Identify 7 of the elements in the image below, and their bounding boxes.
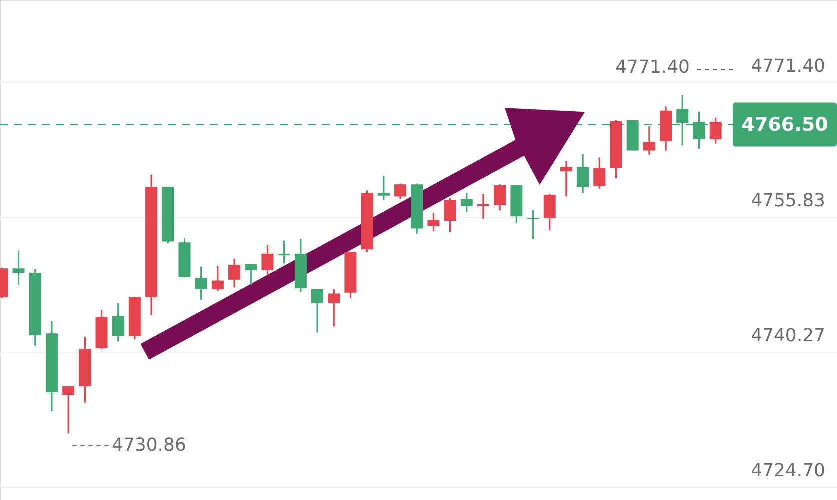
ref-line-label: 4766.50 [742,114,828,136]
annotation: 4771.40 [616,57,690,78]
y-tick-label: 4771.40 [751,56,826,77]
annotation: 4730.86 [112,435,186,456]
y-tick-label: 4724.70 [751,460,826,482]
y-tick-label: 4755.83 [751,190,826,212]
y-tick-label: 4740.27 [751,326,826,347]
